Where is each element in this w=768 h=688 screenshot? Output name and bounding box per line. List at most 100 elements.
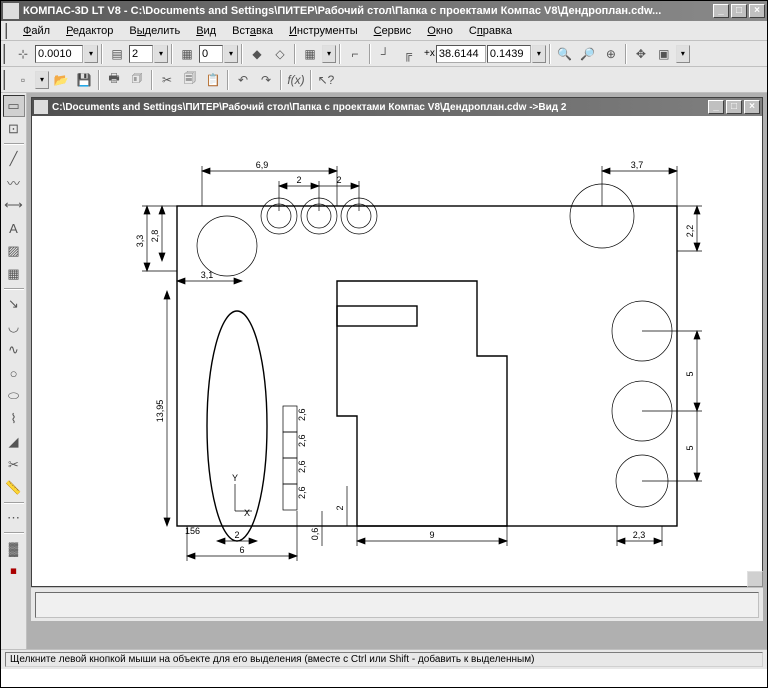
menu-tools[interactable]: Инструменты bbox=[281, 23, 366, 39]
grip-icon[interactable] bbox=[5, 23, 11, 39]
menu-service[interactable]: Сервис bbox=[366, 23, 420, 39]
open-button[interactable]: 📂 bbox=[50, 69, 72, 91]
doc-close-button[interactable]: × bbox=[744, 100, 760, 114]
menu-select[interactable]: Выделить bbox=[121, 23, 188, 39]
layer-icon[interactable]: ▤ bbox=[106, 43, 128, 65]
document-area: C:\Documents and Settings\ПИТЕР\Рабочий … bbox=[27, 93, 767, 649]
dim-9: 9 bbox=[429, 530, 434, 540]
save-button[interactable]: 💾 bbox=[73, 69, 95, 91]
menu-editor[interactable]: Редактор bbox=[58, 23, 121, 39]
maximize-button[interactable]: □ bbox=[731, 4, 747, 18]
dim-37: 3,7 bbox=[631, 160, 644, 170]
title-bar: КОМПАС-3D LT V8 - C:\Documents and Setti… bbox=[1, 1, 767, 21]
zoom-window-button[interactable]: ▣ bbox=[653, 43, 675, 65]
edit-tool[interactable]: ↘ bbox=[3, 293, 25, 315]
arc-tool[interactable]: ◡ bbox=[3, 316, 25, 338]
dim-2b: 2 bbox=[336, 175, 341, 185]
dim-26a: 2,6 bbox=[297, 408, 307, 421]
stop-tool[interactable]: ⏹ bbox=[3, 560, 25, 582]
layer-num-input[interactable] bbox=[129, 45, 153, 63]
line-tool[interactable]: ╱ bbox=[3, 148, 25, 170]
bottom-panel bbox=[31, 587, 763, 621]
layer-val-dropdown[interactable]: ▾ bbox=[224, 45, 238, 63]
text-tool[interactable]: A bbox=[3, 217, 25, 239]
layer-num-dropdown[interactable]: ▾ bbox=[154, 45, 168, 63]
preview-button[interactable]: 🗊 bbox=[126, 69, 148, 91]
drawing-canvas[interactable]: 6,9 2 2 bbox=[32, 116, 762, 586]
global-cs-button[interactable]: ╔ bbox=[397, 43, 419, 65]
point-tool[interactable]: ⊡ bbox=[3, 118, 25, 140]
minimize-button[interactable]: _ bbox=[713, 4, 729, 18]
dim-6: 6 bbox=[239, 545, 244, 555]
zoom-dropdown[interactable]: ▾ bbox=[676, 45, 690, 63]
menu-help[interactable]: Справка bbox=[461, 23, 520, 39]
origin-y: Y bbox=[232, 473, 238, 483]
status-text: Щелкните левой кнопкой мыши на объекте д… bbox=[5, 652, 763, 667]
doc-maximize-button[interactable]: □ bbox=[726, 100, 742, 114]
print-button[interactable]: 🖶 bbox=[103, 69, 125, 91]
coord-y-input[interactable] bbox=[487, 45, 531, 63]
zoom-fit-button[interactable]: ⊕ bbox=[600, 43, 622, 65]
dimension-tool[interactable]: ⟷ bbox=[3, 194, 25, 216]
curve-tool[interactable]: ⌇ bbox=[3, 408, 25, 430]
dim-26b: 2,6 bbox=[297, 434, 307, 447]
app-icon bbox=[3, 3, 19, 19]
zoom-in-button[interactable]: 🔍 bbox=[554, 43, 576, 65]
dim-2a: 2 bbox=[296, 175, 301, 185]
undo-button[interactable]: ↶ bbox=[232, 69, 254, 91]
table-tool[interactable]: ▦ bbox=[3, 263, 25, 285]
cut-button[interactable]: ✂ bbox=[156, 69, 178, 91]
close-button[interactable]: × bbox=[749, 4, 765, 18]
paste-button[interactable]: 📋 bbox=[202, 69, 224, 91]
grid-button[interactable]: ▦ bbox=[299, 43, 321, 65]
coord-x-input[interactable] bbox=[436, 45, 486, 63]
new-dropdown[interactable]: ▾ bbox=[35, 71, 49, 89]
dim-23: 2,3 bbox=[633, 530, 646, 540]
grip-icon[interactable] bbox=[3, 44, 9, 64]
trim-tool[interactable]: ✂ bbox=[3, 454, 25, 476]
help-cursor-button[interactable]: ↖? bbox=[315, 69, 337, 91]
zoom-out-button[interactable]: 🔎 bbox=[577, 43, 599, 65]
construct-tool[interactable]: ◢ bbox=[3, 431, 25, 453]
fx-button[interactable]: f(x) bbox=[285, 69, 307, 91]
ortho-button[interactable]: ⌐ bbox=[344, 43, 366, 65]
doc-minimize-button[interactable]: _ bbox=[708, 100, 724, 114]
pan-button[interactable]: ✥ bbox=[630, 43, 652, 65]
menu-file[interactable]: Файл bbox=[15, 23, 58, 39]
raster-tool[interactable]: ▓ bbox=[3, 537, 25, 559]
step-dropdown[interactable]: ▾ bbox=[84, 45, 98, 63]
redo-button[interactable]: ↷ bbox=[255, 69, 277, 91]
spline-tool[interactable]: ∿ bbox=[3, 339, 25, 361]
dim-69: 6,9 bbox=[256, 160, 269, 170]
aux-tool[interactable]: ⋯ bbox=[3, 507, 25, 529]
snap-button[interactable]: ⊹ bbox=[12, 43, 34, 65]
grip-icon[interactable] bbox=[3, 70, 9, 90]
copy-button[interactable]: 🗐 bbox=[179, 69, 201, 91]
dim-33: 3,3 bbox=[135, 235, 145, 248]
new-button[interactable]: ▫ bbox=[12, 69, 34, 91]
tool-sidebar: ▭ ⊡ ╱ 〰 ⟷ A ▨ ▦ ↘ ◡ ∿ ○ ⬭ ⌇ ◢ ✂ 📏 ⋯ ▓ ⏹ bbox=[1, 93, 27, 649]
menu-insert[interactable]: Вставка bbox=[224, 23, 281, 39]
local-cs-button[interactable]: ┘ bbox=[374, 43, 396, 65]
dim-5a: 5 bbox=[685, 371, 695, 376]
polyline-tool[interactable]: 〰 bbox=[3, 171, 25, 193]
menu-view[interactable]: Вид bbox=[188, 23, 224, 39]
color1-button[interactable]: ◆ bbox=[246, 43, 268, 65]
step-input[interactable] bbox=[35, 45, 83, 63]
layers-icon[interactable]: ▦ bbox=[176, 43, 198, 65]
circle-tool[interactable]: ○ bbox=[3, 362, 25, 384]
measure-tool[interactable]: 📏 bbox=[3, 477, 25, 499]
coord-x-label: +x bbox=[424, 48, 435, 59]
hatch-tool[interactable]: ▨ bbox=[3, 240, 25, 262]
status-bar: Щелкните левой кнопкой мыши на объекте д… bbox=[1, 649, 767, 669]
window-title: КОМПАС-3D LT V8 - C:\Documents and Setti… bbox=[23, 5, 713, 17]
drawing-svg: 6,9 2 2 bbox=[32, 116, 762, 586]
select-tool[interactable]: ▭ bbox=[3, 95, 25, 117]
ellipse-tool[interactable]: ⬭ bbox=[3, 385, 25, 407]
document-title: C:\Documents and Settings\ПИТЕР\Рабочий … bbox=[52, 102, 708, 113]
coord-dropdown[interactable]: ▾ bbox=[532, 45, 546, 63]
grid-dropdown[interactable]: ▾ bbox=[322, 45, 336, 63]
color2-button[interactable]: ◇ bbox=[269, 43, 291, 65]
layer-val-input[interactable] bbox=[199, 45, 223, 63]
menu-window[interactable]: Окно bbox=[419, 23, 461, 39]
